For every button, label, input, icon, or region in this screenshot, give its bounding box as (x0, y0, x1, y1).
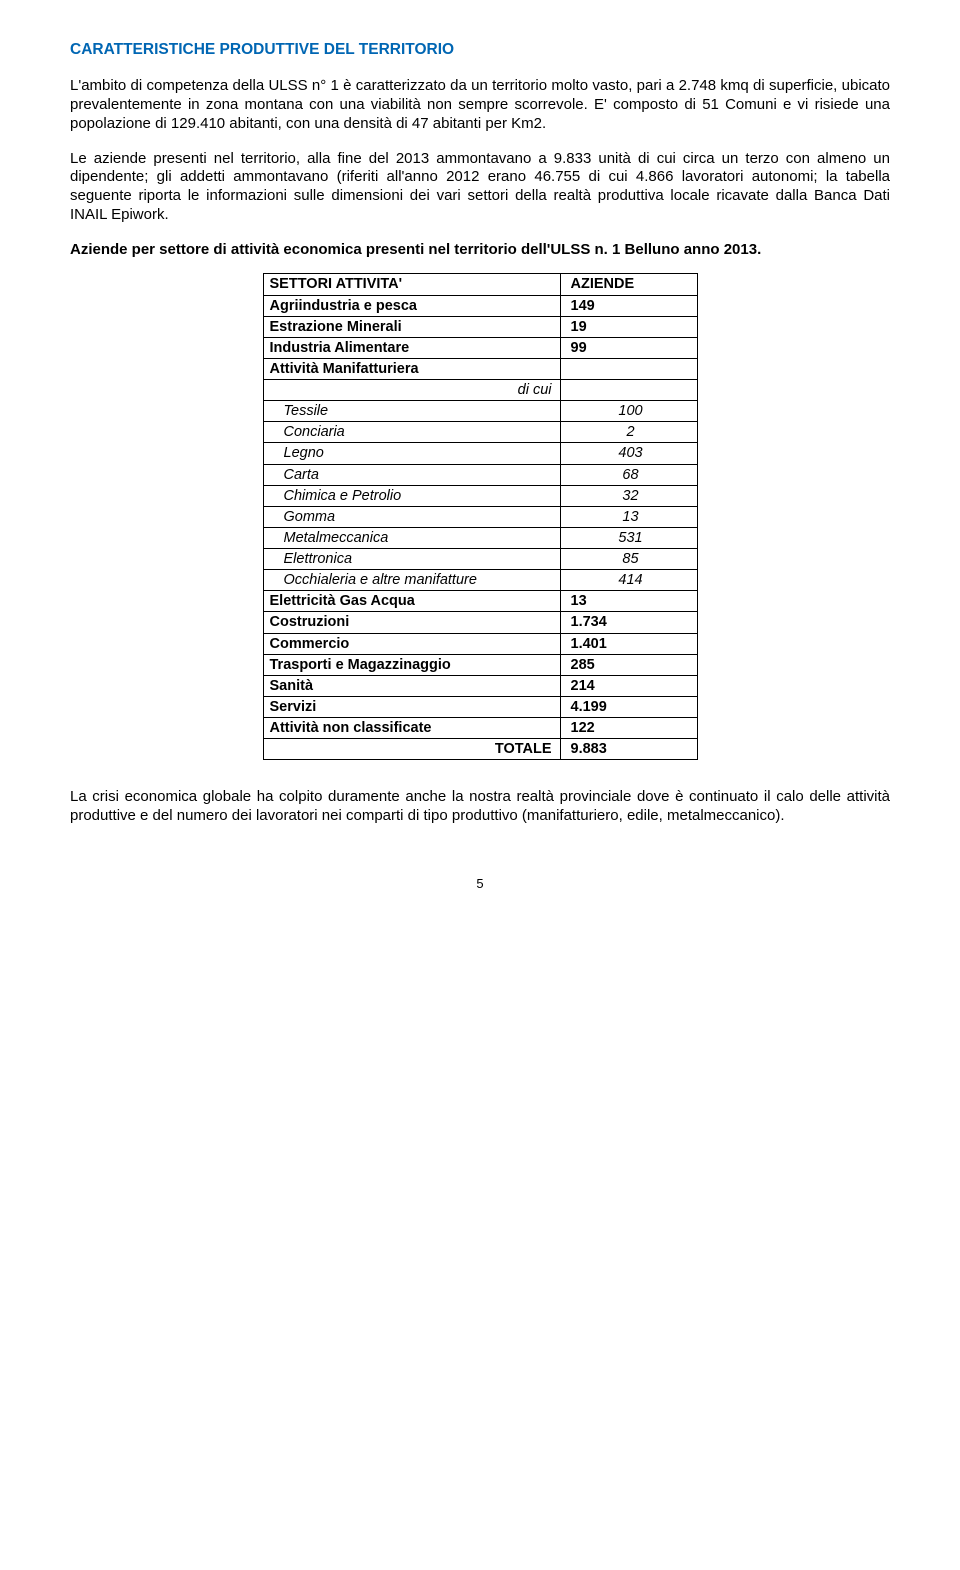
table-row: Trasporti e Magazzinaggio285 (263, 654, 697, 675)
cell-value: 403 (560, 443, 697, 464)
table-row: Elettricità Gas Acqua13 (263, 591, 697, 612)
cell-label: Tessile (263, 401, 560, 422)
paragraph-1: L'ambito di competenza della ULSS n° 1 è… (70, 77, 890, 133)
cell-value: 68 (560, 464, 697, 485)
table-subtitle: Aziende per settore di attività economic… (70, 241, 890, 260)
cell-value: 214 (560, 675, 697, 696)
table-row: Metalmeccanica531 (263, 527, 697, 548)
table-row: Sanità214 (263, 675, 697, 696)
cell-value: 13 (560, 591, 697, 612)
cell-label: di cui (263, 380, 560, 401)
cell-value: 1.734 (560, 612, 697, 633)
cell-value: 32 (560, 485, 697, 506)
cell-label: Costruzioni (263, 612, 560, 633)
cell-label: Agriindustria e pesca (263, 295, 560, 316)
header-cell-sector: SETTORI ATTIVITA' (263, 274, 560, 295)
paragraph-2: Le aziende presenti nel territorio, alla… (70, 150, 890, 225)
sector-table: SETTORI ATTIVITA' AZIENDE Agriindustria … (263, 273, 698, 760)
header-cell-aziende: AZIENDE (560, 274, 697, 295)
paragraph-3: La crisi economica globale ha colpito du… (70, 788, 890, 826)
table-row: Industria Alimentare99 (263, 337, 697, 358)
cell-label: Carta (263, 464, 560, 485)
section-title: CARATTERISTICHE PRODUTTIVE DEL TERRITORI… (70, 40, 890, 59)
table-row: Gomma13 (263, 506, 697, 527)
table-row: Attività Manifatturiera (263, 358, 697, 379)
cell-label: Attività Manifatturiera (263, 358, 560, 379)
cell-value: 285 (560, 654, 697, 675)
cell-value: 414 (560, 570, 697, 591)
table-row: Carta68 (263, 464, 697, 485)
cell-label: Trasporti e Magazzinaggio (263, 654, 560, 675)
table-row: Estrazione Minerali19 (263, 316, 697, 337)
cell-value: 85 (560, 549, 697, 570)
cell-value: 122 (560, 718, 697, 739)
cell-value: 9.883 (560, 739, 697, 760)
cell-value: 4.199 (560, 696, 697, 717)
cell-value: 2 (560, 422, 697, 443)
cell-value: 99 (560, 337, 697, 358)
cell-label: Attività non classificate (263, 718, 560, 739)
cell-label: Conciaria (263, 422, 560, 443)
cell-label: Legno (263, 443, 560, 464)
cell-value: 100 (560, 401, 697, 422)
cell-label: Metalmeccanica (263, 527, 560, 548)
cell-value (560, 380, 697, 401)
table-row: Elettronica85 (263, 549, 697, 570)
cell-label: Sanità (263, 675, 560, 696)
table-row: Attività non classificate122 (263, 718, 697, 739)
cell-label: Elettricità Gas Acqua (263, 591, 560, 612)
table-row: Chimica e Petrolio32 (263, 485, 697, 506)
cell-value: 531 (560, 527, 697, 548)
table-row: Costruzioni1.734 (263, 612, 697, 633)
cell-value (560, 358, 697, 379)
cell-value: 149 (560, 295, 697, 316)
table-header-row: SETTORI ATTIVITA' AZIENDE (263, 274, 697, 295)
table-row: Agriindustria e pesca149 (263, 295, 697, 316)
table-row: TOTALE9.883 (263, 739, 697, 760)
cell-label: TOTALE (263, 739, 560, 760)
table-row: Tessile100 (263, 401, 697, 422)
cell-value: 19 (560, 316, 697, 337)
cell-label: Gomma (263, 506, 560, 527)
table-row: Commercio1.401 (263, 633, 697, 654)
cell-label: Industria Alimentare (263, 337, 560, 358)
cell-label: Occhialeria e altre manifatture (263, 570, 560, 591)
page-number: 5 (70, 876, 890, 892)
table-row: Legno403 (263, 443, 697, 464)
cell-label: Estrazione Minerali (263, 316, 560, 337)
table-row: Occhialeria e altre manifatture414 (263, 570, 697, 591)
cell-value: 1.401 (560, 633, 697, 654)
table-row: di cui (263, 380, 697, 401)
cell-value: 13 (560, 506, 697, 527)
table-row: Servizi4.199 (263, 696, 697, 717)
cell-label: Commercio (263, 633, 560, 654)
cell-label: Elettronica (263, 549, 560, 570)
table-row: Conciaria2 (263, 422, 697, 443)
cell-label: Servizi (263, 696, 560, 717)
cell-label: Chimica e Petrolio (263, 485, 560, 506)
